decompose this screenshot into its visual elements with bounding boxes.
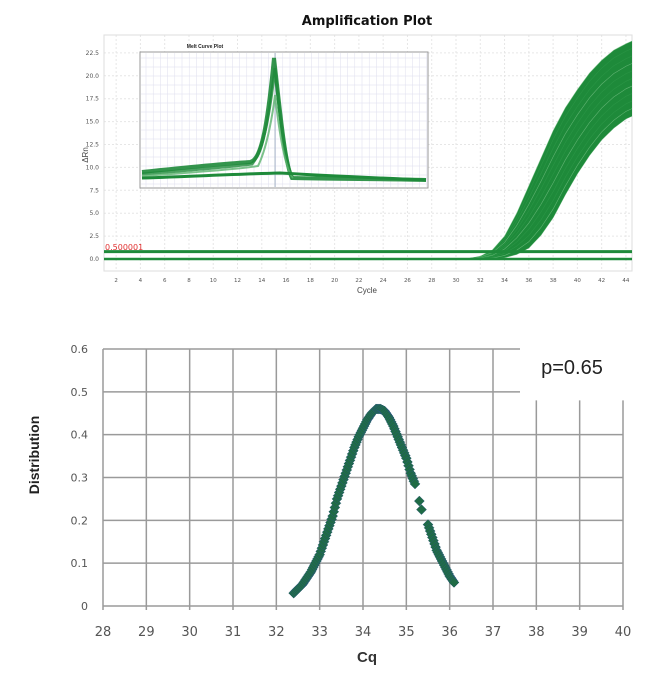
- inset-melt-curve: [141, 57, 427, 182]
- amp-ytick: 15.0: [86, 119, 100, 126]
- amp-xtick: 36: [525, 278, 532, 284]
- distribution-plot: 0 0.1 0.2 0.3 0.4 0.5 0.6 28 29 30 31 32 33 34 35 36 37 3…: [26, 343, 632, 666]
- amp-xtick: 24: [380, 278, 387, 284]
- amp-xtick: 14: [258, 278, 265, 284]
- amp-curve: [455, 93, 633, 260]
- amp-xtick: 28: [428, 278, 435, 284]
- amp-xtick: 8: [187, 278, 191, 284]
- dist-grid: [102, 348, 624, 610]
- dist-xtick: 39: [571, 625, 588, 640]
- amp-xtick: 18: [307, 278, 314, 284]
- dist-xtick: 36: [441, 625, 458, 640]
- inset-title: Melt Curve Plot: [187, 44, 224, 50]
- amp-curve: [455, 78, 633, 260]
- amp-xtick: 12: [234, 278, 241, 284]
- inset-curves: [141, 57, 427, 182]
- amp-ytick: 22.5: [86, 50, 100, 57]
- amp-xtick: 6: [163, 278, 167, 284]
- dist-ytick: 0.5: [71, 386, 89, 399]
- amp-curve: [455, 63, 633, 260]
- amp-title: Amplification Plot: [302, 14, 432, 29]
- dist-ytick: 0.1: [71, 557, 89, 570]
- amp-xtick: 2: [114, 278, 118, 284]
- dist-point: [416, 504, 427, 515]
- amp-ytick: 12.5: [86, 142, 100, 149]
- dist-xtick: 33: [311, 625, 328, 640]
- amp-xtick: 16: [283, 278, 290, 284]
- amp-xtick: 32: [477, 278, 484, 284]
- amplification-plot: Amplification Plot 2 4 6 8 10 12 14 16 18 20 22 24 2…: [81, 14, 633, 295]
- dist-ytick: 0.6: [71, 343, 89, 356]
- inset-melt-curve: [141, 67, 295, 179]
- amp-xlabel: Cycle: [357, 286, 378, 295]
- amp-xtick: 38: [550, 278, 557, 284]
- amp-curve: [455, 55, 633, 260]
- amp-plot-frame: [103, 34, 633, 272]
- dist-ytick: 0: [81, 600, 88, 613]
- dist-ytick: 0.4: [71, 429, 89, 442]
- dist-xtick: 37: [485, 625, 502, 640]
- dist-ticks: 0 0.1 0.2 0.3 0.4 0.5 0.6 28 29 30 31 32 33 34 35 36 37 3…: [71, 343, 632, 640]
- dist-annotation: p=0.65: [541, 357, 603, 379]
- amp-threshold-label: 0.500001: [105, 243, 143, 252]
- amp-xtick: 10: [210, 278, 217, 284]
- dist-points: [288, 403, 460, 599]
- amp-ticks: 2 4 6 8 10 12 14 16 18 20 22 24 26 28 30 32 34 36 38 40 42 44…: [86, 50, 630, 284]
- amp-xtick: 34: [501, 278, 508, 284]
- inset-melt-curve: [141, 171, 427, 182]
- amp-curves: [104, 40, 633, 261]
- dist-xlabel: Cq: [357, 649, 377, 666]
- amp-ytick: 20.0: [86, 73, 100, 80]
- amp-xtick: 42: [598, 278, 605, 284]
- dist-ytick: 0.2: [71, 514, 89, 527]
- amp-xtick: 4: [139, 278, 143, 284]
- amp-xtick: 30: [453, 278, 460, 284]
- amp-ytick: 17.5: [86, 96, 100, 103]
- dist-xtick: 29: [138, 625, 155, 640]
- dist-xtick: 38: [528, 625, 545, 640]
- melt-curve-inset: Melt Curve Plot: [139, 44, 429, 189]
- amp-curve: [455, 48, 633, 260]
- dist-xtick: 30: [181, 625, 198, 640]
- amp-ylabel: ΔRn: [81, 147, 90, 163]
- amp-ytick: 2.5: [89, 233, 99, 240]
- inset-melt-curve: [141, 94, 294, 179]
- inset-grid: [141, 53, 428, 187]
- dist-ytick: 0.3: [71, 472, 89, 485]
- dist-ylabel: Distribution: [26, 416, 42, 495]
- dist-xtick: 32: [268, 625, 285, 640]
- amp-xtick: 26: [404, 278, 411, 284]
- amp-ytick: 0.0: [89, 256, 99, 263]
- amp-xtick: 40: [574, 278, 581, 284]
- amp-xtick: 20: [331, 278, 338, 284]
- dist-point: [413, 495, 425, 507]
- dist-point: [409, 478, 421, 490]
- dist-xtick: 28: [95, 625, 112, 640]
- amp-curve: [455, 40, 633, 260]
- dist-point: [448, 577, 460, 588]
- amp-xtick: 22: [355, 278, 362, 284]
- amp-curve-band: [456, 40, 632, 259]
- amp-ytick: 10.0: [86, 164, 100, 171]
- amp-xtick: 44: [622, 278, 629, 284]
- dist-xtick: 35: [398, 625, 415, 640]
- dist-xtick: 31: [225, 625, 242, 640]
- amp-curve: [455, 70, 633, 260]
- dist-xtick: 34: [355, 625, 372, 640]
- amp-curve: [455, 85, 633, 260]
- dist-xtick: 40: [615, 625, 632, 640]
- amp-ytick: 5.0: [89, 210, 99, 217]
- amp-ytick: 7.5: [89, 187, 99, 194]
